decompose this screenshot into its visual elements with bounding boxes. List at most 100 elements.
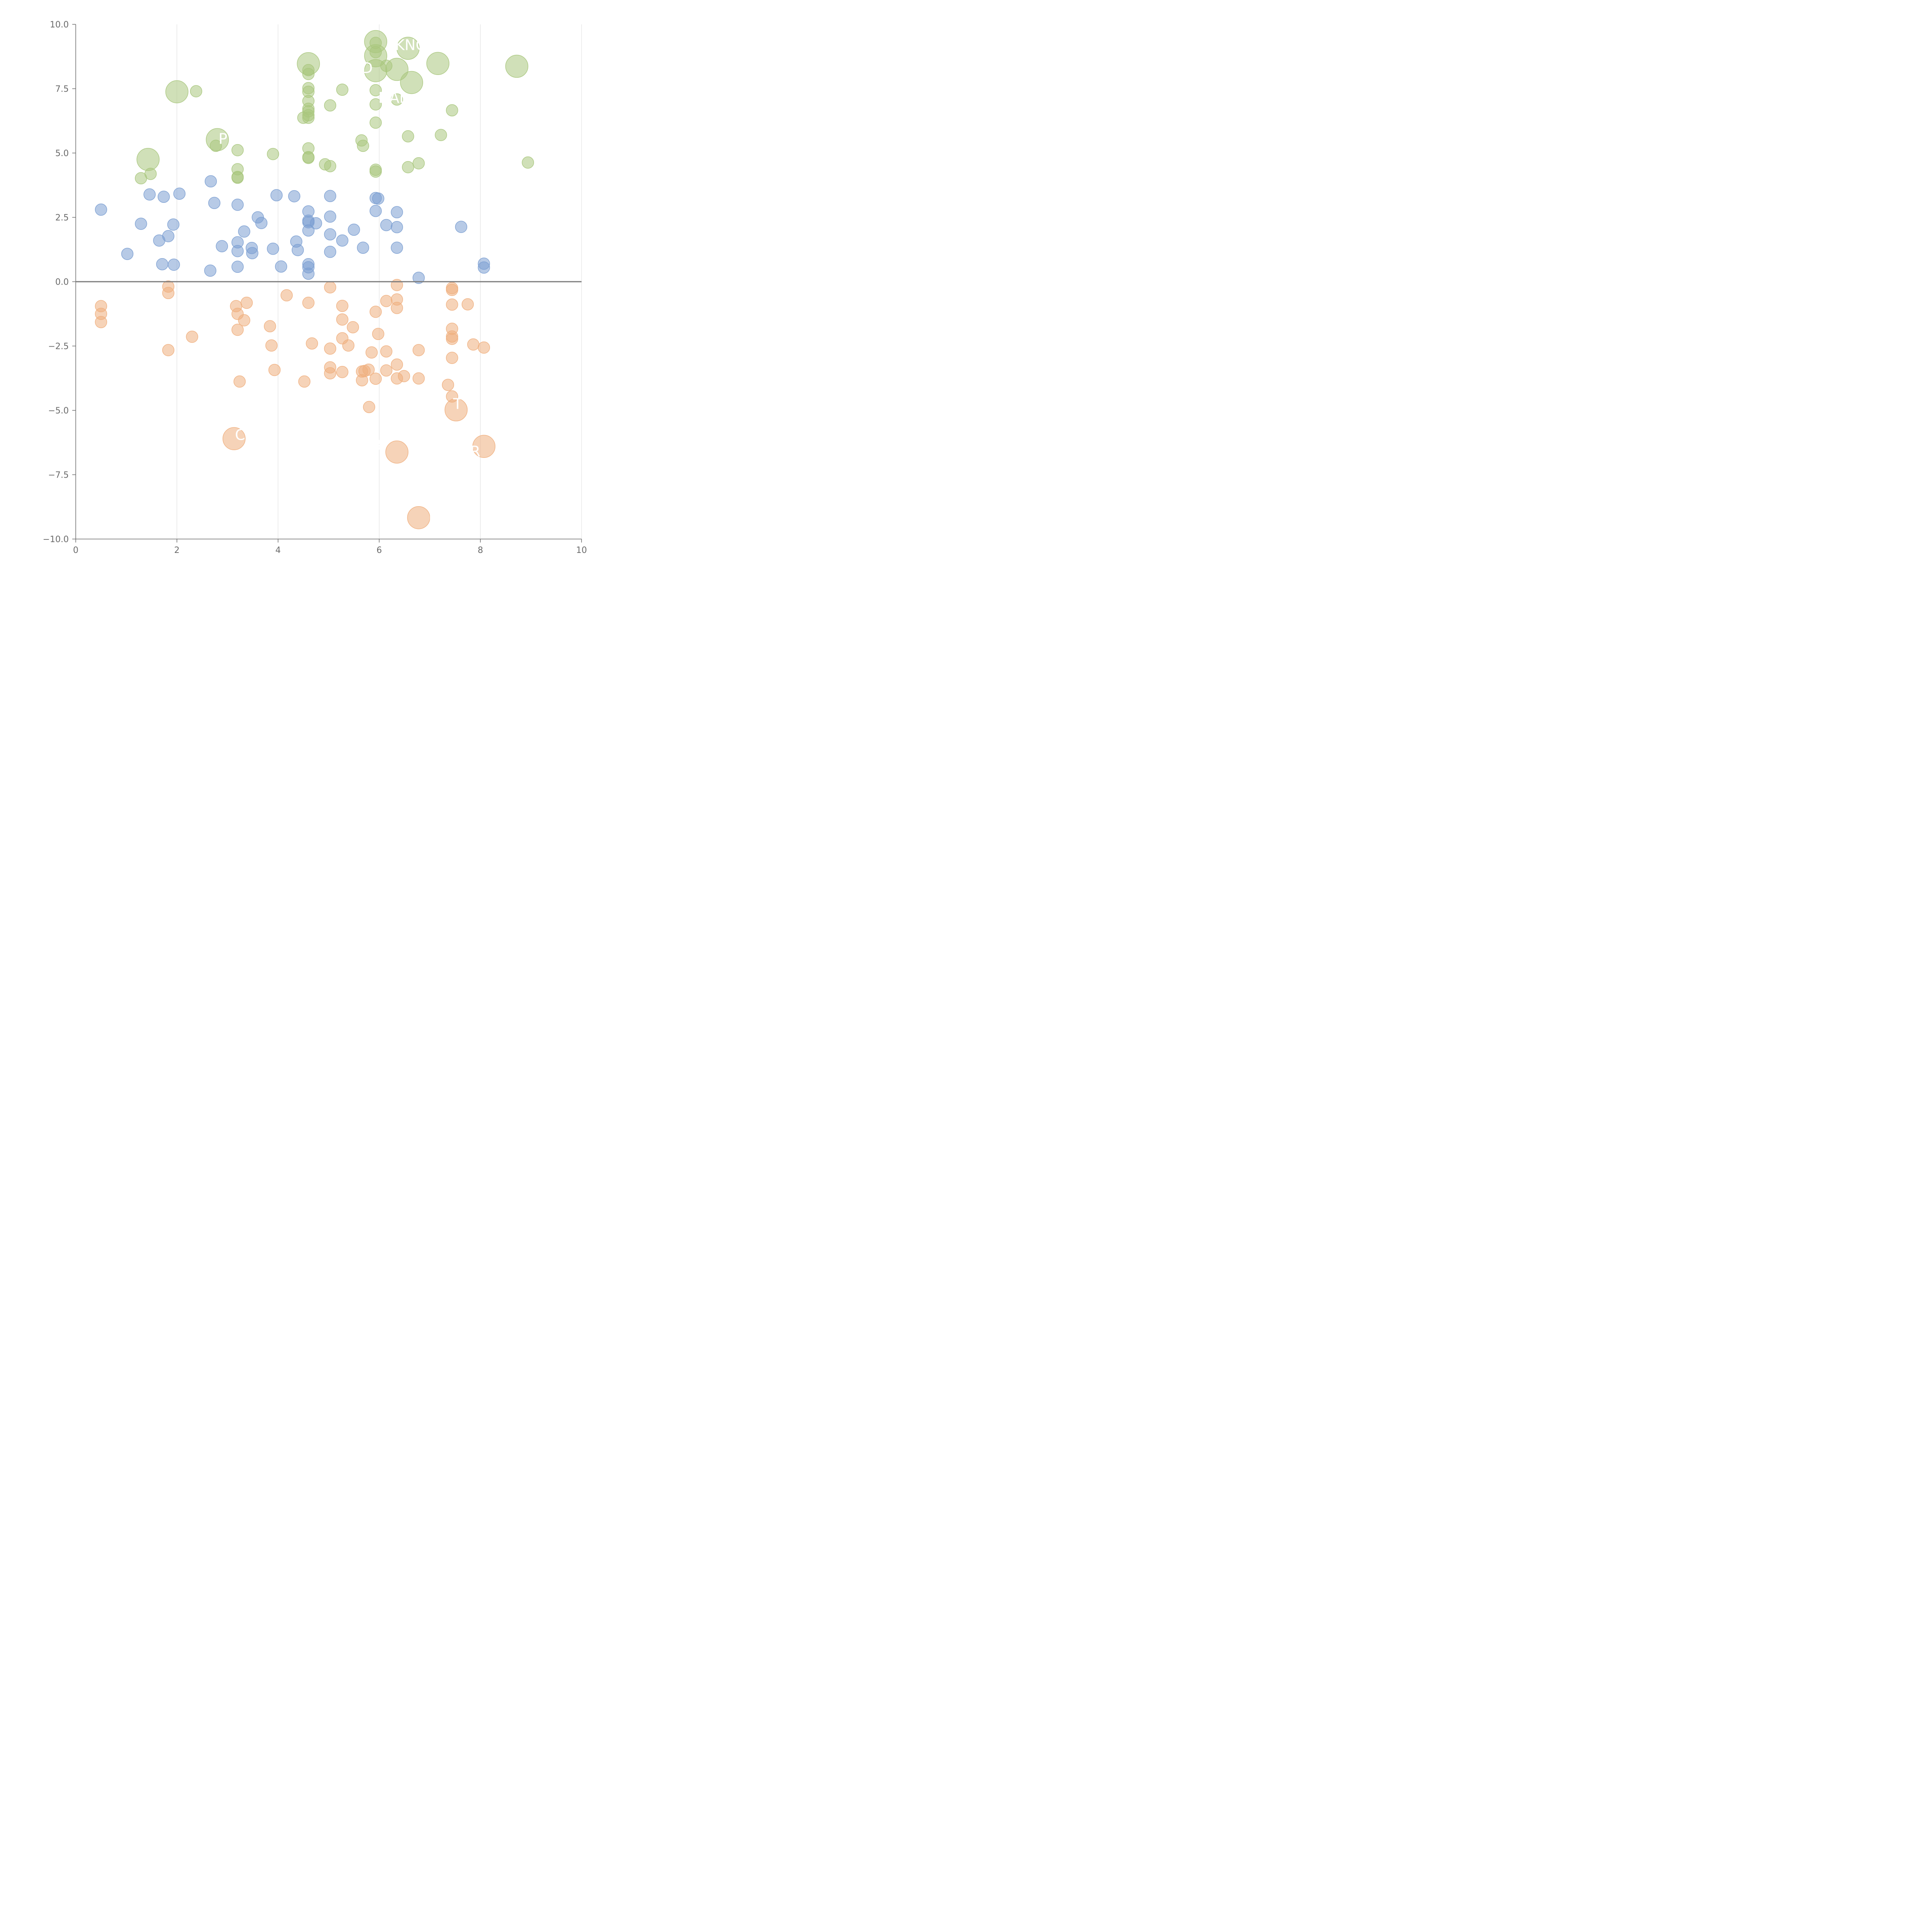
bubble-point xyxy=(302,224,315,237)
x-tick-label: 4 xyxy=(276,546,281,555)
bubble-point xyxy=(306,337,318,350)
bubble-point xyxy=(446,104,458,117)
large-bubble-point xyxy=(222,427,246,451)
bubble-annotation-label: DAL xyxy=(378,89,408,106)
bubble-point xyxy=(158,190,170,203)
y-tick-label: 5.0 xyxy=(55,149,69,158)
bubble-point xyxy=(231,199,244,211)
bubble-point xyxy=(270,189,283,201)
bubble-point xyxy=(391,279,403,291)
bubble-point xyxy=(446,333,458,345)
bubble-point xyxy=(324,190,337,202)
bubble-point xyxy=(369,205,382,217)
bubble-annotation-label: T xyxy=(453,395,463,412)
bubble-point xyxy=(167,218,180,231)
bubble-point xyxy=(357,139,369,152)
bubble-point xyxy=(372,192,384,205)
bubble-point xyxy=(412,272,425,284)
x-tick-label: 10 xyxy=(576,546,587,555)
bubble-point xyxy=(402,130,414,143)
y-tick-label: 2.5 xyxy=(55,213,69,223)
bubble-point xyxy=(336,83,349,96)
bubble-point xyxy=(265,339,278,352)
large-bubble-point xyxy=(385,440,408,464)
bubble-point xyxy=(156,258,168,270)
large-bubble-point xyxy=(396,37,420,60)
bubble-point xyxy=(204,264,216,277)
bubble-point xyxy=(336,313,349,326)
bubble-point xyxy=(264,320,276,332)
bubble-point xyxy=(95,316,107,328)
bubble-point xyxy=(324,210,337,223)
large-bubble-point xyxy=(165,80,189,104)
large-bubble-point xyxy=(444,398,468,422)
bubble-point xyxy=(302,151,315,164)
bubble-point xyxy=(336,299,349,312)
bubble-point xyxy=(231,245,244,257)
bubble-point xyxy=(391,358,403,371)
bubble-point xyxy=(268,364,281,376)
bubble-point xyxy=(302,112,315,124)
bubble-point xyxy=(231,260,244,273)
bubble-point xyxy=(372,328,384,340)
bubble-point xyxy=(324,228,337,241)
bubble-point xyxy=(478,341,490,354)
bubble-point xyxy=(310,217,322,230)
large-bubble-point xyxy=(407,506,430,529)
bubble-point xyxy=(231,144,244,156)
bubble-point xyxy=(380,219,393,231)
bubble-point xyxy=(246,247,259,259)
bubble-annotation-label: M xyxy=(429,510,441,527)
bubble-chart: 10.0 7.5 5.0 2.5 0.0 −2.5 −5.0 −7.5 −10.0 0 2 4 6 8 10… xyxy=(0,0,605,605)
bubble-point xyxy=(412,157,425,170)
bubble-point xyxy=(369,306,382,318)
bubble-point xyxy=(402,161,414,173)
bubble-point xyxy=(324,245,337,258)
bubble-point xyxy=(391,221,403,233)
bubble-point xyxy=(324,99,337,112)
bubble-point xyxy=(231,172,244,184)
x-tick-label: 2 xyxy=(174,546,180,555)
bubble-point xyxy=(357,242,369,254)
bubble-point xyxy=(240,296,253,309)
bubble-point xyxy=(369,116,382,129)
bubble-point xyxy=(446,284,458,296)
bubble-point xyxy=(298,375,311,388)
bubble-point xyxy=(135,218,147,230)
bubble-point xyxy=(162,230,175,242)
y-tick-label: −5.0 xyxy=(48,406,69,416)
bubble-point xyxy=(398,370,410,383)
bubble-point xyxy=(446,298,458,311)
bubble-point xyxy=(209,139,222,152)
bubble-point xyxy=(348,223,360,236)
bubble-point xyxy=(369,165,382,178)
bubble-point xyxy=(478,261,490,274)
bubble-point xyxy=(186,330,198,343)
bubble-point xyxy=(267,243,279,255)
bubble-point xyxy=(369,98,382,111)
bubble-point xyxy=(302,68,315,80)
bubble-point xyxy=(95,203,107,216)
bubble-point xyxy=(216,240,228,252)
bubble-annotation-label: D xyxy=(361,60,372,77)
x-tick-label: 0 xyxy=(73,546,78,555)
bubble-annotation-label: KNO xyxy=(395,36,427,53)
bubble-point xyxy=(412,372,425,385)
y-tick-label: 10.0 xyxy=(50,20,69,30)
y-tick-label: −2.5 xyxy=(48,342,69,352)
bubble-point xyxy=(362,364,375,376)
bubble-point xyxy=(324,342,337,355)
bubble-point xyxy=(173,187,186,200)
bubble-point xyxy=(135,172,147,185)
bubble-point xyxy=(324,281,337,294)
bubble-point xyxy=(467,338,480,351)
bubble-point xyxy=(324,367,337,379)
large-bubble-point xyxy=(400,71,423,94)
y-tick-label: −7.5 xyxy=(48,471,69,480)
bubble-point xyxy=(380,364,393,377)
bubble-point xyxy=(442,379,454,391)
bubble-point xyxy=(391,242,403,254)
points-layer xyxy=(95,30,534,529)
bubble-annotation-label: R xyxy=(470,443,480,460)
bubble-point xyxy=(233,375,246,388)
